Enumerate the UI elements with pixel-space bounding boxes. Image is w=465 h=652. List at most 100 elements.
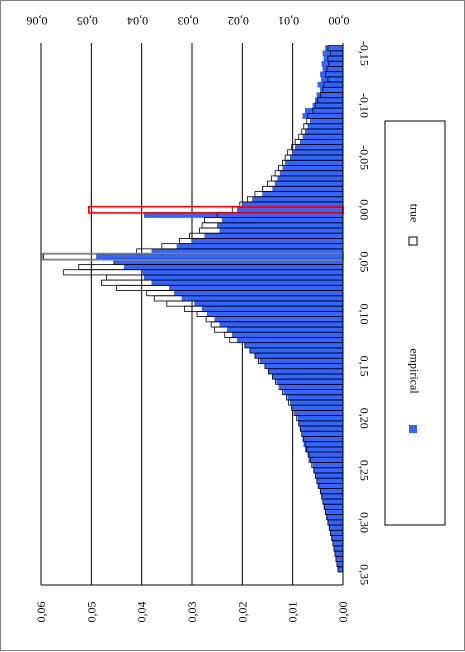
x-tick-label: 0,20 <box>357 408 371 429</box>
legend-swatch-true <box>408 236 418 246</box>
y-tick-label: 0,04 <box>127 14 148 28</box>
empirical-bar <box>272 373 344 380</box>
y-tick-labels-bottom: 0,00 0,01 0,02 0,03 0,04 0,05 0,06 <box>34 602 350 623</box>
empirical-bar <box>299 420 344 427</box>
empirical-bar <box>194 300 344 307</box>
empirical-bar <box>305 128 344 135</box>
empirical-bar <box>259 358 344 364</box>
empirical-bar <box>297 415 344 421</box>
empirical-bar <box>302 113 344 119</box>
empirical-bar <box>217 222 344 229</box>
y-tick-label: 0,02 <box>235 602 249 623</box>
empirical-bar <box>316 478 344 484</box>
empirical-bar <box>292 405 344 411</box>
empirical-bar <box>315 472 344 479</box>
empirical-bar <box>335 550 344 557</box>
empirical-bars <box>96 45 344 573</box>
y-tick-label: 0,01 <box>278 14 299 28</box>
empirical-bar <box>323 55 344 62</box>
empirical-bar <box>262 191 344 197</box>
empirical-bar <box>292 149 344 156</box>
x-tick-label: 0,15 <box>357 356 371 377</box>
empirical-bar <box>322 66 344 72</box>
x-tick-label: 0,10 <box>357 304 371 325</box>
y-tick-label: 0,06 <box>34 602 48 623</box>
x-tick-label: -0,05 <box>357 145 371 170</box>
empirical-bar <box>307 451 344 458</box>
empirical-bar <box>276 378 344 385</box>
empirical-bar <box>249 347 344 354</box>
empirical-bar <box>320 488 344 494</box>
empirical-bar <box>336 561 344 567</box>
y-tick-label: 0,01 <box>286 602 300 623</box>
empirical-bar <box>301 431 344 437</box>
empirical-bar <box>174 290 344 296</box>
legend: empirical true <box>384 120 446 526</box>
y-tick-label: 0,06 <box>27 14 48 28</box>
empirical-bar <box>287 394 344 401</box>
empirical-bar <box>300 139 344 145</box>
x-tick-label: 0,30 <box>357 512 371 533</box>
empirical-bar <box>284 160 344 166</box>
empirical-bar <box>321 76 344 83</box>
empirical-bar <box>96 253 344 260</box>
empirical-bar <box>204 233 344 239</box>
empirical-bar <box>176 243 344 250</box>
x-tick-label: 0,05 <box>357 251 371 272</box>
empirical-bar <box>326 514 344 521</box>
empirical-bar <box>316 92 344 98</box>
empirical-bar <box>289 154 344 161</box>
empirical-bar <box>169 285 344 291</box>
empirical-bar <box>279 384 344 390</box>
empirical-bar <box>237 207 344 213</box>
empirical-bar <box>206 311 344 317</box>
empirical-bar <box>151 279 344 286</box>
empirical-bar <box>320 87 344 93</box>
empirical-bar <box>227 326 344 333</box>
empirical-bar <box>219 321 344 328</box>
empirical-bar <box>322 50 344 57</box>
empirical-bar <box>328 524 344 531</box>
empirical-bar <box>302 134 344 140</box>
x-tick-label: 0,35 <box>357 564 371 585</box>
empirical-bar <box>317 81 344 88</box>
empirical-bar <box>191 238 344 244</box>
empirical-bar <box>300 425 344 432</box>
empirical-bar <box>305 107 344 114</box>
y-tick-label: 0,02 <box>228 14 249 28</box>
empirical-bar <box>332 540 344 547</box>
empirical-bar <box>317 483 344 489</box>
empirical-bar <box>123 264 344 270</box>
empirical-bar <box>254 352 344 359</box>
empirical-bar <box>333 545 344 552</box>
empirical-bar <box>232 332 344 338</box>
empirical-bar <box>303 441 344 448</box>
empirical-bar <box>237 337 344 343</box>
empirical-bar <box>201 306 344 312</box>
empirical-bar <box>268 368 344 375</box>
x-tick-label: 0,00 <box>357 199 371 220</box>
empirical-bar <box>322 498 344 505</box>
y-tick-label: 0,04 <box>135 602 149 623</box>
legend-label-true: true <box>407 204 421 223</box>
empirical-bar <box>289 399 344 406</box>
empirical-bar <box>330 530 344 536</box>
empirical-bar <box>327 519 344 526</box>
legend-box <box>384 120 446 526</box>
x-tick-label: -0,10 <box>357 93 371 118</box>
empirical-bar <box>272 186 344 192</box>
empirical-bar <box>295 410 344 416</box>
y-tick-label: 0,00 <box>329 14 350 28</box>
x-tick-labels: -0,15 -0,10 -0,05 0,00 0,05 0,10 0,15 0,20 0,25 0… <box>357 41 371 585</box>
y-tick-label: 0,03 <box>185 602 199 623</box>
empirical-bar <box>144 274 344 281</box>
legend-label-empirical: empirical <box>407 348 421 394</box>
y-tick-label: 0,03 <box>178 14 199 28</box>
empirical-bar <box>315 97 344 104</box>
x-tick-label: -0,15 <box>357 41 371 66</box>
empirical-bar <box>320 71 344 78</box>
empirical-bar <box>323 504 344 510</box>
empirical-bar <box>321 61 344 67</box>
